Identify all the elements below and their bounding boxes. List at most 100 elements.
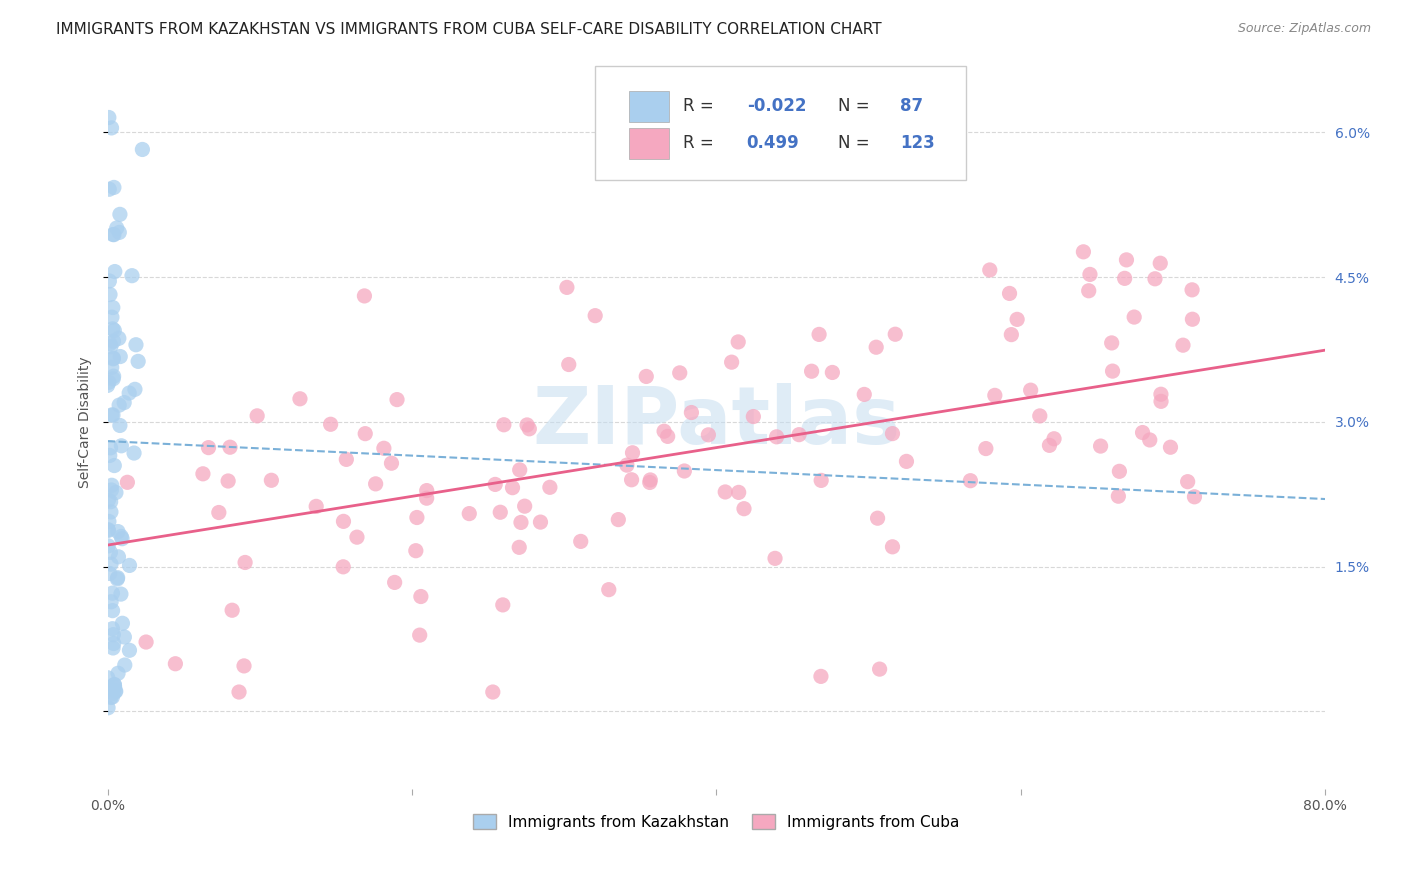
Point bbox=[103, 678, 125, 692]
Text: N =: N = bbox=[838, 97, 875, 115]
Point bbox=[122, 446, 145, 460]
Point bbox=[101, 301, 124, 315]
Point bbox=[131, 143, 153, 157]
Point bbox=[191, 467, 214, 481]
Point bbox=[1043, 432, 1066, 446]
Point bbox=[97, 671, 120, 685]
Point bbox=[103, 677, 125, 691]
Point bbox=[221, 603, 243, 617]
Point bbox=[103, 686, 125, 700]
Point bbox=[97, 539, 120, 553]
Text: 0.499: 0.499 bbox=[747, 134, 800, 153]
Point bbox=[104, 684, 127, 698]
Point bbox=[103, 369, 125, 384]
Legend: Immigrants from Kazakhstan, Immigrants from Cuba: Immigrants from Kazakhstan, Immigrants f… bbox=[467, 807, 966, 836]
Point bbox=[108, 398, 131, 412]
Point bbox=[233, 556, 256, 570]
Point bbox=[1181, 312, 1204, 326]
Point bbox=[1159, 440, 1181, 454]
Point bbox=[517, 422, 540, 436]
Text: ZIPatlas: ZIPatlas bbox=[533, 383, 900, 461]
Point bbox=[406, 510, 429, 524]
Point bbox=[100, 360, 122, 375]
Point bbox=[1150, 387, 1173, 401]
Point bbox=[98, 182, 121, 196]
Point bbox=[979, 263, 1001, 277]
Point bbox=[697, 427, 720, 442]
Point bbox=[100, 505, 122, 519]
Text: -0.022: -0.022 bbox=[747, 97, 806, 115]
Point bbox=[763, 551, 786, 566]
Point bbox=[787, 427, 810, 442]
Point bbox=[100, 483, 122, 497]
Point bbox=[101, 690, 124, 704]
Point bbox=[714, 485, 737, 500]
Point bbox=[385, 392, 408, 407]
Point bbox=[482, 685, 505, 699]
Point bbox=[866, 511, 889, 525]
Point bbox=[101, 604, 124, 618]
Point bbox=[509, 463, 531, 477]
Point bbox=[104, 680, 127, 694]
Point bbox=[1029, 409, 1052, 423]
Point bbox=[636, 369, 658, 384]
Point bbox=[727, 485, 749, 500]
Point bbox=[1019, 383, 1042, 397]
Point bbox=[727, 334, 749, 349]
Point bbox=[118, 643, 141, 657]
Point bbox=[97, 515, 120, 529]
Point bbox=[108, 207, 131, 221]
Point bbox=[810, 474, 832, 488]
Point bbox=[621, 446, 644, 460]
Point bbox=[101, 586, 124, 600]
Point bbox=[97, 111, 120, 125]
Point bbox=[959, 474, 981, 488]
Point bbox=[197, 441, 219, 455]
Point bbox=[1107, 489, 1129, 503]
Point bbox=[555, 280, 578, 294]
Point bbox=[853, 387, 876, 401]
Point bbox=[124, 382, 146, 396]
Point bbox=[882, 540, 904, 554]
Point bbox=[103, 372, 125, 386]
Point bbox=[415, 491, 437, 506]
Point bbox=[103, 180, 125, 194]
Point bbox=[100, 545, 122, 559]
Point bbox=[821, 366, 844, 380]
Point bbox=[1132, 425, 1154, 440]
Point bbox=[620, 473, 643, 487]
Point bbox=[492, 598, 515, 612]
Point bbox=[110, 587, 132, 601]
Point bbox=[98, 566, 121, 581]
FancyBboxPatch shape bbox=[628, 91, 669, 122]
Point bbox=[100, 557, 122, 571]
Point bbox=[869, 662, 891, 676]
Point bbox=[104, 264, 127, 278]
Point bbox=[598, 582, 620, 597]
Point bbox=[800, 364, 823, 378]
Point bbox=[652, 424, 675, 438]
Point bbox=[332, 514, 354, 528]
Point bbox=[1143, 272, 1166, 286]
Point bbox=[103, 334, 125, 349]
Text: N =: N = bbox=[838, 134, 875, 153]
Point bbox=[1090, 439, 1112, 453]
Point bbox=[673, 464, 696, 478]
Point bbox=[135, 635, 157, 649]
Point bbox=[484, 477, 506, 491]
Point bbox=[110, 529, 132, 543]
Point bbox=[103, 627, 125, 641]
Point bbox=[127, 354, 149, 368]
Text: R =: R = bbox=[683, 97, 720, 115]
Point bbox=[97, 524, 120, 538]
Point bbox=[558, 358, 581, 372]
Text: Source: ZipAtlas.com: Source: ZipAtlas.com bbox=[1237, 22, 1371, 36]
Point bbox=[111, 532, 134, 546]
Point bbox=[260, 473, 283, 487]
Point bbox=[353, 289, 375, 303]
Point bbox=[1101, 364, 1123, 378]
Point bbox=[103, 636, 125, 650]
Point bbox=[305, 500, 328, 514]
Point bbox=[103, 458, 125, 473]
Point bbox=[529, 515, 551, 529]
